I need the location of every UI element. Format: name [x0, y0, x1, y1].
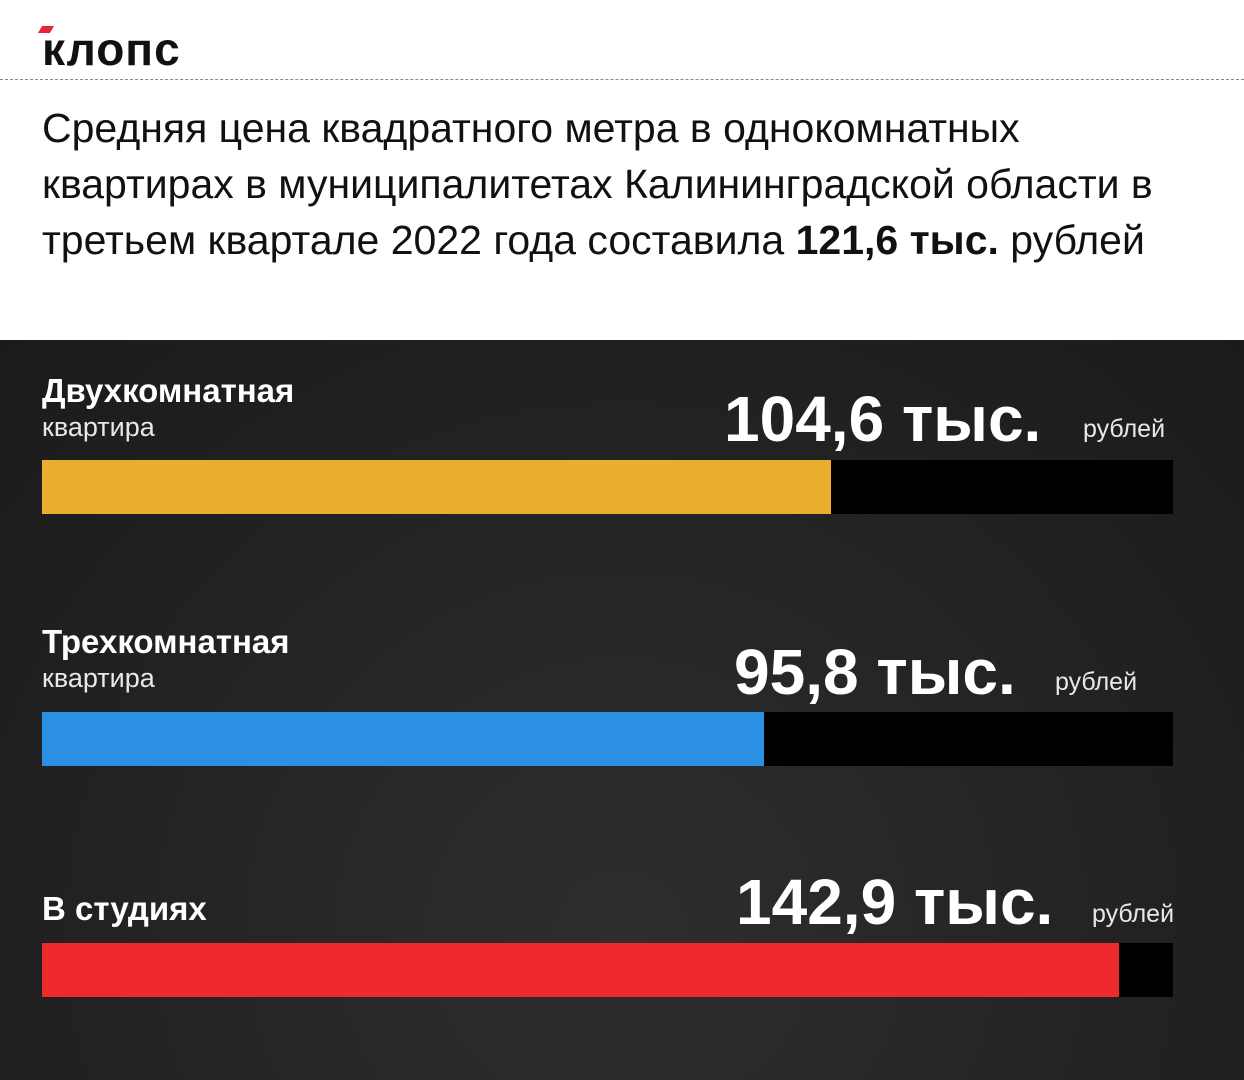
chart-area: Двухкомнатная квартира 104,6 тыс. рублей…: [0, 340, 1244, 1080]
bar: [42, 943, 1120, 997]
value-label: 95,8 тыс.: [734, 636, 1016, 708]
unit-label: рублей: [1083, 415, 1166, 443]
value-label: 104,6 тыс.: [724, 383, 1042, 455]
bar-track: [42, 460, 1173, 514]
bar-track: [42, 712, 1173, 766]
bar: [42, 712, 765, 766]
category-label: Трехкомнатная: [42, 623, 290, 660]
unit-label: рублей: [1055, 668, 1138, 696]
category-sublabel: квартира: [42, 663, 155, 693]
bar-track: [42, 943, 1173, 997]
unit-label: рублей: [1092, 900, 1175, 928]
divider: [0, 79, 1244, 80]
category-sublabel: квартира: [42, 412, 155, 442]
headline: Средняя цена квадратного метра в одноком…: [42, 105, 1153, 263]
klops-logo: клопс: [37, 22, 181, 76]
value-label: 142,9 тыс.: [736, 866, 1054, 938]
category-label: В студиях: [42, 890, 207, 927]
category-label: Двухкомнатная: [42, 372, 295, 409]
bar: [42, 460, 831, 514]
